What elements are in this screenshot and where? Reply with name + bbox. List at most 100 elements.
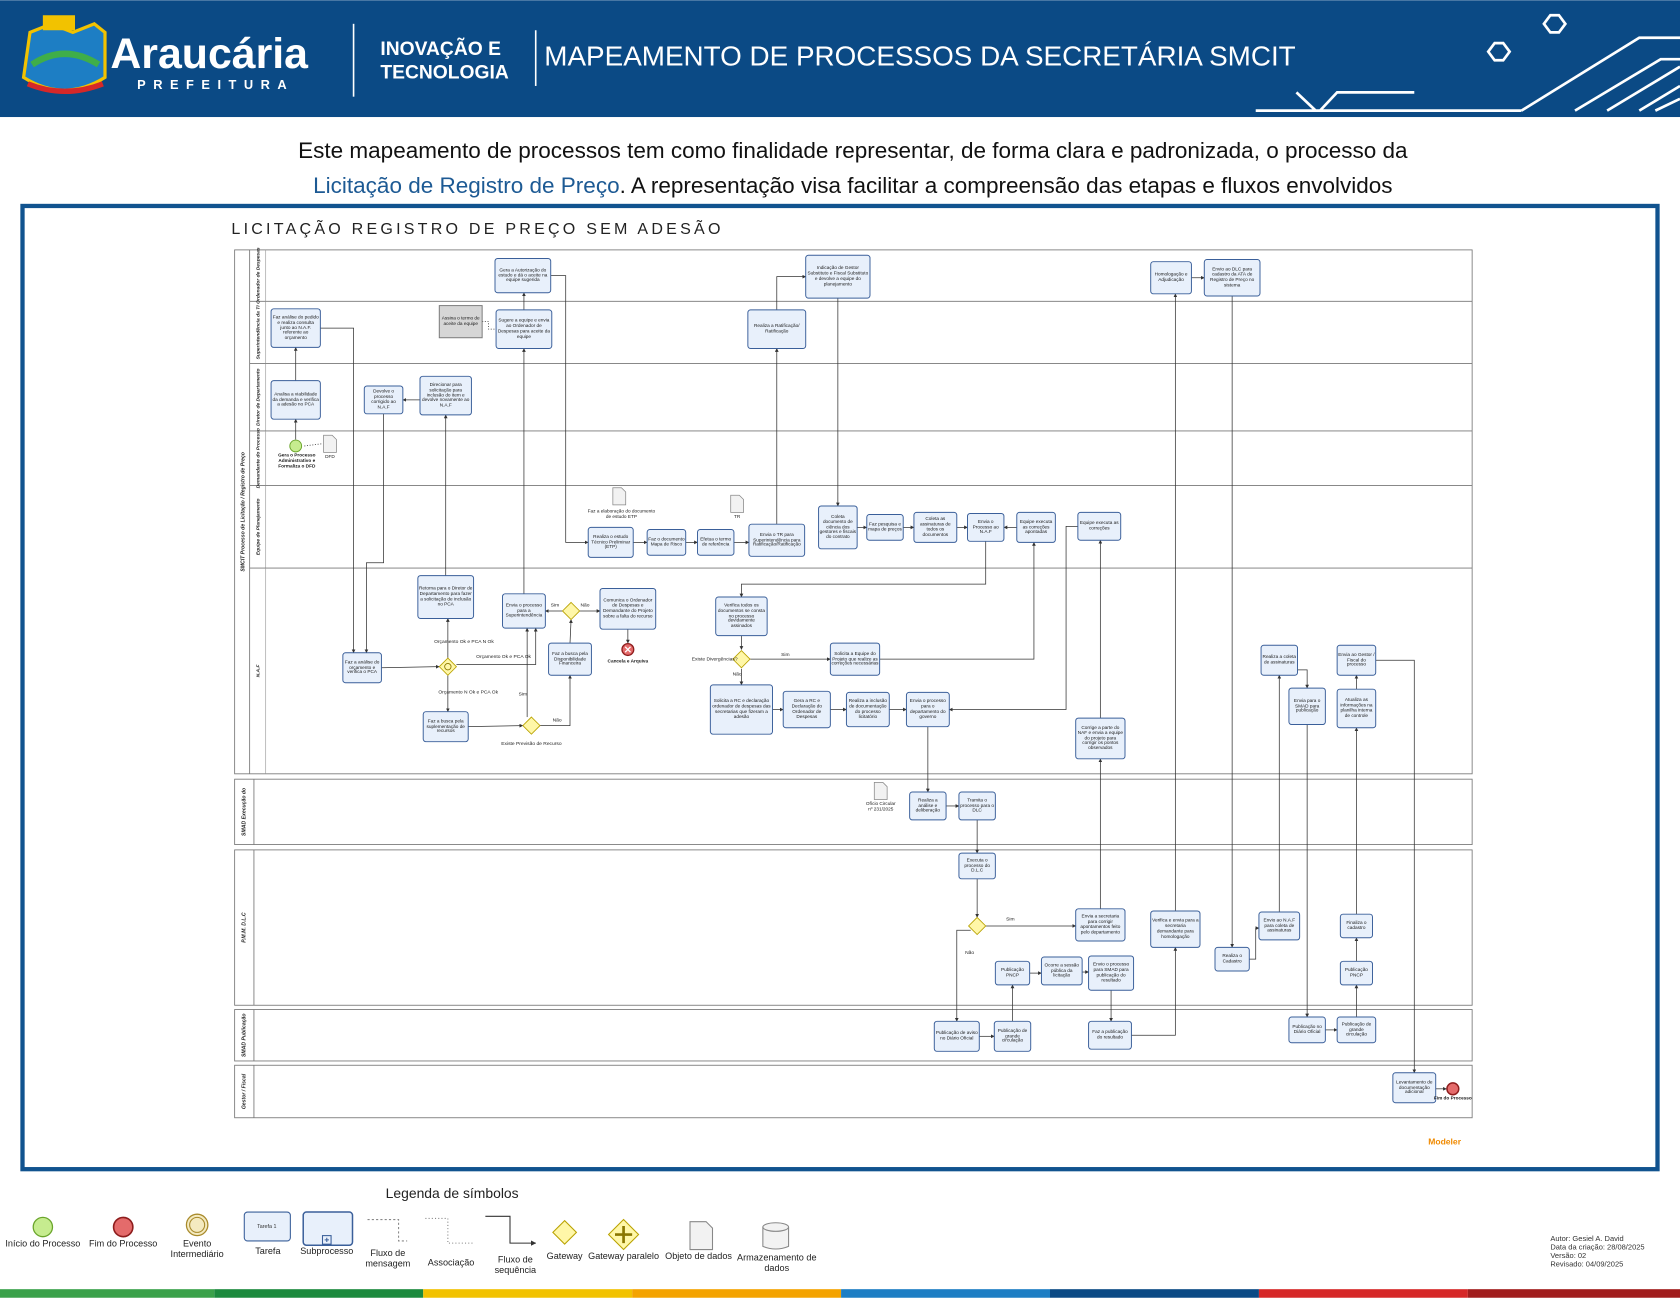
lane-label: Demandante do Processo — [256, 428, 262, 488]
task: Envia o TR para Superintendência para Ra… — [752, 531, 801, 548]
task: Equipe executa as correções — [1079, 519, 1119, 531]
diagram-title: LICITAÇÃO REGISTRO DE PREÇO SEM ADESÃO — [231, 218, 723, 238]
task-shape — [1150, 910, 1201, 948]
task-box: Devolve o processo corrigido ao N.A.F — [371, 388, 396, 410]
task-shape — [805, 254, 871, 299]
task-box: Faz análise do pedido e realiza consulta… — [272, 313, 319, 341]
task-box: Direcionar para solicitação para inclusã… — [422, 381, 469, 407]
legend-label-box: Fim do Processo — [89, 1239, 157, 1248]
gateway — [438, 657, 458, 676]
task-shape — [697, 529, 735, 556]
task-shape — [913, 511, 958, 543]
task: Gera a Autorização do estudo e dá o acei… — [498, 266, 548, 283]
data-object — [612, 487, 627, 506]
header-band — [0, 0, 1680, 118]
task-shape — [342, 652, 382, 684]
task-shape — [1336, 1016, 1377, 1044]
start-event — [289, 439, 303, 453]
sequence-flow — [320, 327, 356, 654]
credit: Autor: Gesiel A. David — [1550, 1234, 1623, 1243]
legend-label-box: Início do Processo — [5, 1238, 81, 1249]
sequence-flow — [776, 274, 807, 310]
pool-label: P.M.M. D.L.C — [242, 912, 248, 943]
task-box: Levantamento de documentação adicional — [1396, 1079, 1432, 1095]
task-box: Executa o processo do D.L.C — [964, 857, 990, 873]
task: Tramita o processo para o DLC — [960, 796, 995, 813]
legend-title: Legenda de símbolos — [386, 1185, 519, 1201]
task: Envia o Processo ao N.A.F — [972, 518, 999, 535]
brand: Araucária — [110, 30, 309, 78]
flow-label: Orçamento N Ok e PCA Ok — [438, 689, 498, 695]
task-box: Retorna para o Diretor de Departamento p… — [419, 585, 472, 606]
task-box: Envia a secretaria para corrigir apontam… — [1080, 913, 1121, 935]
header-decoration — [1255, 13, 1680, 112]
sequence-flow — [739, 541, 987, 598]
data-object — [873, 782, 888, 800]
task-box: Realiza a Ratificação/ Ratificação — [754, 323, 800, 334]
task: Envio ao DLC para cadastro da ATA de Reg… — [1210, 266, 1255, 288]
task-shape — [419, 375, 472, 416]
event-label: Fim do Processo — [1433, 1095, 1472, 1101]
legend-label: Tarefa — [255, 1246, 281, 1256]
legend-label-box: Objeto de dados — [665, 1252, 732, 1261]
task-shape — [417, 575, 475, 619]
task-shape — [1088, 1020, 1132, 1050]
task-shape — [845, 691, 890, 728]
flow-label: Sim — [519, 692, 527, 698]
data-object-label: Ofício Circular nº 231/2025 — [865, 800, 896, 812]
legend-label: Fluxo de sequência — [494, 1254, 537, 1275]
task-box: Publicação de grande circulação — [1341, 1020, 1372, 1037]
task: Envio o processo para SMAD para publicaç… — [1093, 961, 1130, 983]
intro-highlight: Licitação de Registro de Preço — [313, 173, 619, 198]
data-object-label: Faz a elaboração do documento de estudo … — [587, 508, 656, 519]
task: Sugere a equipe e envia ao Ordenador de … — [497, 317, 550, 339]
task-shape — [958, 852, 996, 880]
pool-label: SMAD Publicação — [242, 1013, 248, 1057]
task-box: Faz a busca pela Disponibilidade Finance… — [552, 650, 588, 666]
task-box: Envia o TR para Superintendência para Ra… — [752, 531, 801, 548]
unit-line: INOVAÇÃO E — [380, 38, 501, 60]
task-box: Efetua o termo de referência — [700, 536, 731, 547]
diagram-frame — [20, 203, 1660, 1172]
task-box: Envio ao DLC para cadastro da ATA de Reg… — [1210, 266, 1255, 288]
lane-label: Equipe de Planejamento — [256, 498, 262, 555]
task-box: Sugere a equipe e envia ao Ordenador de … — [497, 317, 550, 339]
task-shape — [1075, 717, 1126, 760]
event-label-box: Cancela e Arquiva — [608, 658, 649, 663]
task-shape — [905, 691, 950, 728]
task-box: Analisa a viabilidade da demanda e verif… — [273, 391, 319, 407]
sequence-flow — [456, 627, 538, 665]
task: Verifica e envia para a secretaria deman… — [1152, 917, 1199, 939]
task-box: Finaliza o cadastro — [1346, 920, 1366, 931]
lane-label: Ordenador de Despesas — [256, 247, 262, 304]
task-shape — [495, 309, 553, 349]
legend-label-box: Gateway — [547, 1252, 583, 1261]
task: Publicação PNCP — [1000, 966, 1025, 978]
legend-label-box: Evento Intermediário — [171, 1239, 224, 1259]
task-shape — [1336, 688, 1377, 729]
task: Solicita a RC e declaração ordenador de … — [712, 697, 771, 720]
task: Faz análise do pedido e realiza consulta… — [272, 313, 319, 341]
task-shape — [1288, 687, 1326, 726]
task: Devolve o processo corrigido ao N.A.F — [371, 388, 396, 410]
legend-label: Início do Processo — [5, 1238, 81, 1249]
pool — [234, 1009, 1473, 1062]
legend-icons — [32, 1211, 790, 1251]
flow-label: Sim — [781, 652, 789, 658]
task: Comunica o Ordenador de Despesas e Deman… — [602, 597, 653, 619]
task-shape — [1260, 644, 1298, 676]
task: Publicação de grande circulação — [1341, 1020, 1372, 1037]
task-box: Envia ao Gestor / Fiscal do processo — [1338, 651, 1374, 667]
flow-label: Orçamento Ok e PCA Ok — [476, 654, 531, 660]
task-shape — [270, 308, 321, 348]
task-shape — [1288, 1016, 1326, 1044]
task-shape — [1040, 956, 1083, 986]
task: Envia a secretaria para corrigir apontam… — [1080, 913, 1121, 935]
flow-label: Não — [553, 717, 562, 723]
flows — [234, 249, 1473, 1119]
task-shape — [993, 1020, 1032, 1052]
task-shape — [909, 791, 947, 821]
task-box: Comunica o Ordenador de Despesas e Deman… — [602, 597, 653, 619]
task: Faz a análise do orçamento e verifica o … — [344, 658, 380, 675]
